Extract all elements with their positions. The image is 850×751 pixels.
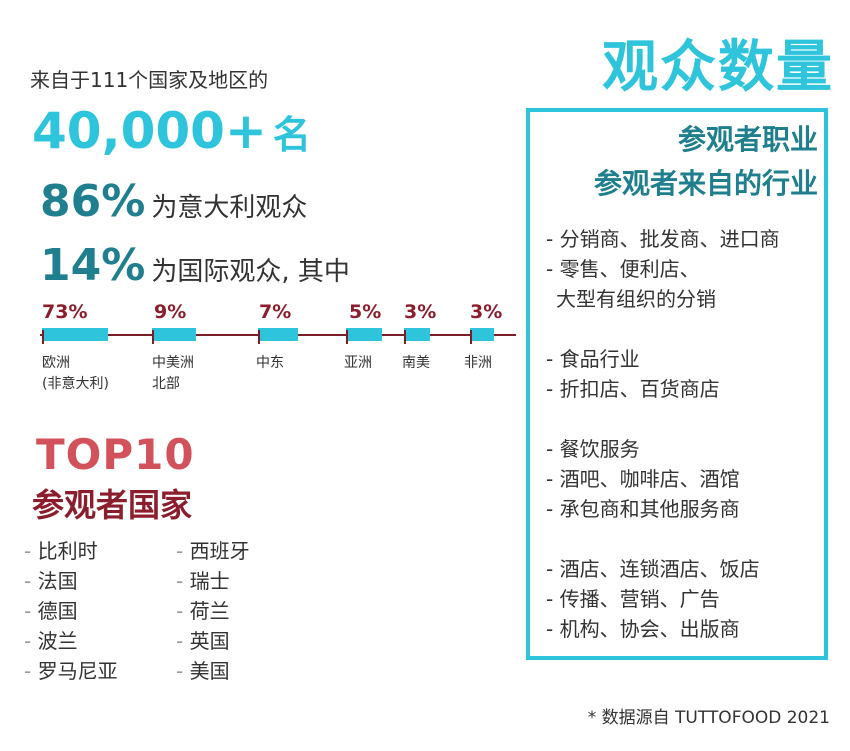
country-name: 德国: [37, 599, 78, 623]
page-title: 观众数量: [602, 35, 834, 100]
list-item: - 美国: [176, 656, 250, 686]
list-item: - 酒店、连锁酒店、饭店: [546, 557, 760, 581]
list-item: - 折扣店、百货商店: [546, 377, 720, 401]
list-item: - 西班牙: [176, 536, 250, 566]
industry-heading-line2: 参观者来自的行业: [593, 167, 818, 200]
region-label-south-america: 南美: [402, 355, 430, 371]
region-label-asia: 亚洲: [344, 355, 372, 371]
dash: -: [176, 629, 184, 653]
region-label-middle-east: 中东: [256, 355, 284, 371]
region-bar-middle-east: [258, 328, 298, 341]
region-tick: [258, 330, 260, 344]
country-name: 荷兰: [189, 599, 230, 623]
list-item: - 机构、协会、出版商: [546, 617, 740, 641]
region-tick: [152, 330, 154, 344]
region-label-europe: 欧洲 (非意大利): [42, 353, 109, 395]
total-number: 40,000+: [32, 102, 267, 160]
region-label-line: 北部: [152, 376, 180, 392]
region-tick: [404, 330, 406, 344]
country-list-left: - 比利时 - 法国 - 德国 - 波兰 - 罗马尼亚: [24, 536, 118, 686]
list-item: - 英国: [176, 626, 250, 656]
region-label-africa: 非洲: [464, 355, 492, 371]
italy-text: 为意大利观众: [151, 193, 308, 223]
list-item: - 分销商、批发商、进口商: [546, 227, 780, 251]
dash: -: [24, 539, 32, 563]
country-list-right: - 西班牙 - 瑞士 - 荷兰 - 英国 - 美国: [176, 536, 250, 686]
italy-share: 86% 为意大利观众: [40, 176, 307, 227]
list-item: - 德国: [24, 596, 118, 626]
intro-text: 来自于111个国家及地区的: [30, 68, 269, 92]
region-label-north-central-america: 中美洲 北部: [152, 353, 194, 395]
region-bar-europe: [42, 328, 108, 341]
region-bar-africa: [470, 328, 494, 341]
international-share: 14% 为国际观众, 其中: [40, 240, 350, 291]
list-item: - 承包商和其他服务商: [546, 497, 740, 521]
region-tick: [42, 330, 44, 344]
region-label-line: 中美洲: [152, 355, 194, 371]
country-name: 罗马尼亚: [37, 659, 118, 683]
total-visitors: 40,000+ 名: [32, 102, 311, 160]
region-percent-europe: 73%: [42, 301, 88, 323]
country-name: 比利时: [37, 539, 98, 563]
region-tick: [470, 330, 472, 344]
dash: -: [176, 599, 184, 623]
dash: -: [176, 539, 184, 563]
industry-heading-line1: 参观者职业: [677, 123, 818, 156]
italy-percent: 86%: [40, 176, 146, 227]
industry-group: - 分销商、批发商、进口商 - 零售、便利店、 大型有组织的分销: [546, 224, 780, 314]
region-percent-south-america: 3%: [404, 301, 437, 323]
list-item: - 荷兰: [176, 596, 250, 626]
industry-group: - 食品行业 - 折扣店、百货商店: [546, 344, 780, 404]
dash: -: [176, 659, 184, 683]
dash: -: [24, 659, 32, 683]
region-label-line: (非意大利): [42, 376, 109, 392]
top10-title: TOP10: [36, 430, 195, 479]
dash: -: [176, 569, 184, 593]
industry-panel: 参观者职业 参观者来自的行业 - 分销商、批发商、进口商 - 零售、便利店、 大…: [526, 108, 828, 660]
region-bar-south-america: [404, 328, 430, 341]
industry-group: - 餐饮服务 - 酒吧、咖啡店、酒馆 - 承包商和其他服务商: [546, 434, 780, 524]
top10-subtitle: 参观者国家: [32, 486, 193, 524]
total-unit: 名: [272, 113, 311, 157]
country-name: 西班牙: [189, 539, 250, 563]
region-tick: [346, 330, 348, 344]
industry-heading: 参观者职业 参观者来自的行业: [594, 118, 818, 206]
list-item: - 瑞士: [176, 566, 250, 596]
country-name: 瑞士: [189, 569, 230, 593]
region-bar-asia: [346, 328, 382, 341]
international-percent: 14%: [40, 240, 146, 291]
region-percent-asia: 5%: [349, 301, 382, 323]
list-item: - 波兰: [24, 626, 118, 656]
international-text: 为国际观众, 其中: [151, 257, 350, 287]
dash: -: [24, 599, 32, 623]
country-name: 波兰: [37, 629, 78, 653]
region-percent-africa: 3%: [470, 301, 503, 323]
list-item: - 酒吧、咖啡店、酒馆: [546, 467, 740, 491]
industry-group: - 酒店、连锁酒店、饭店 - 传播、营销、广告 - 机构、协会、出版商: [546, 554, 780, 644]
country-name: 英国: [189, 629, 230, 653]
region-bar-north-central-america: [152, 328, 196, 341]
list-item: 大型有组织的分销: [556, 287, 716, 311]
list-item: - 法国: [24, 566, 118, 596]
list-item: - 食品行业: [546, 347, 640, 371]
list-item: - 传播、营销、广告: [546, 587, 720, 611]
region-label-line: 欧洲: [42, 355, 70, 371]
list-item: - 比利时: [24, 536, 118, 566]
region-percent-middle-east: 7%: [259, 301, 292, 323]
region-percent-north-central-america: 9%: [154, 301, 187, 323]
list-item: - 餐饮服务: [546, 437, 640, 461]
industry-list: - 分销商、批发商、进口商 - 零售、便利店、 大型有组织的分销 - 食品行业 …: [546, 224, 780, 674]
list-item: - 零售、便利店、: [546, 257, 700, 281]
source-note: * 数据源自 TUTTOFOOD 2021: [587, 708, 830, 728]
dash: -: [24, 629, 32, 653]
list-item: - 罗马尼亚: [24, 656, 118, 686]
dash: -: [24, 569, 32, 593]
country-name: 美国: [189, 659, 230, 683]
country-name: 法国: [37, 569, 78, 593]
